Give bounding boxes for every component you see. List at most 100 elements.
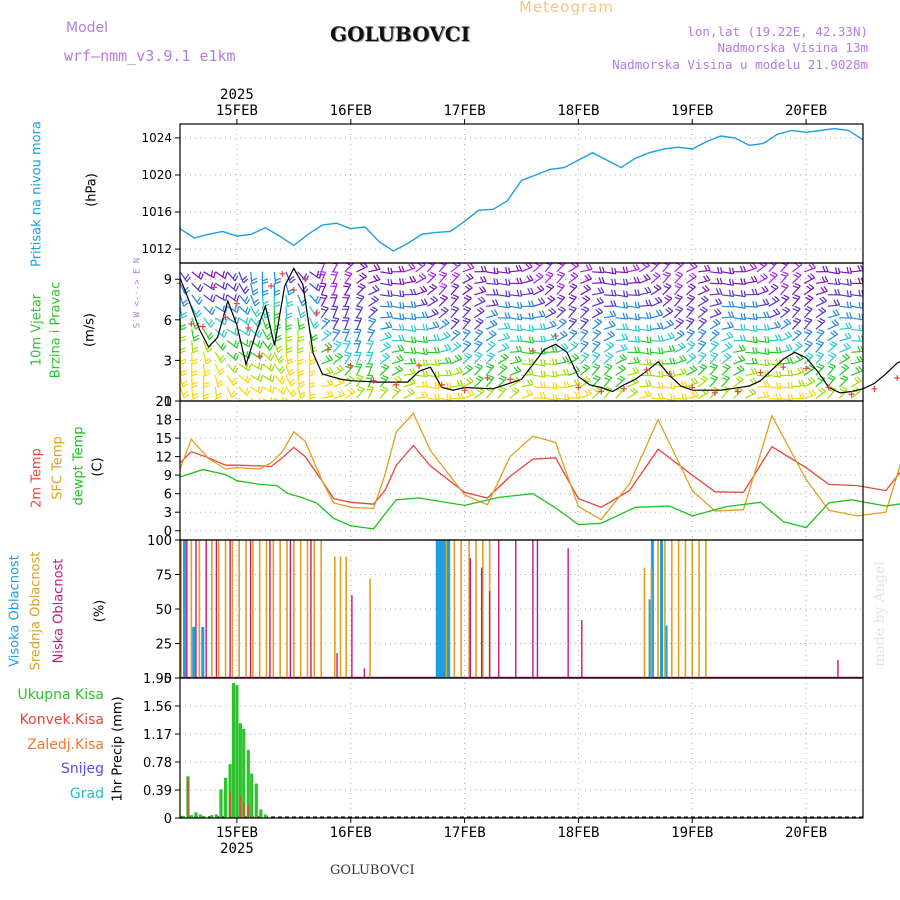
- wind-barb-feather: [216, 408, 222, 410]
- wind-barb-shaft: [226, 271, 236, 282]
- wind-barb-feather: [424, 391, 428, 398]
- wind-barb-feather: [822, 296, 828, 302]
- wind-barb-shaft: [450, 332, 461, 342]
- wind-barb-feather: [576, 378, 581, 385]
- wind-barb-shaft: [462, 343, 472, 353]
- wind-barb-shaft: [308, 317, 316, 329]
- wind-barb-feather: [452, 305, 459, 310]
- wind-barb-feather: [781, 296, 788, 301]
- wind-barb-feather: [654, 271, 661, 277]
- wind-barb-feather: [320, 308, 327, 312]
- cloud-bar-2: [249, 540, 252, 678]
- wind-barb-feather: [382, 354, 388, 359]
- wind-barb-feather: [625, 312, 629, 320]
- wind-barb-feather: [681, 393, 685, 400]
- wind-barb-shaft: [745, 317, 758, 321]
- wind-barb-shaft: [380, 316, 393, 319]
- wind-gust-marker: [438, 381, 445, 388]
- legend-freezing-rain: Zaledj.Kisa: [27, 737, 104, 753]
- wind-barb-feather: [648, 299, 652, 306]
- wind-barb-feather: [480, 276, 484, 283]
- wind-barb-shaft: [426, 286, 438, 296]
- wind-barb-feather: [570, 342, 576, 348]
- wind-barb-feather: [837, 267, 841, 274]
- wind-barb-feather: [520, 313, 523, 320]
- wind-barb-shaft: [497, 388, 507, 399]
- wind-barb-feather: [462, 308, 469, 312]
- cloud-bar-0: [447, 540, 451, 678]
- wind-barb-feather: [804, 342, 811, 347]
- temp-line-2: [179, 468, 900, 530]
- wind-barb-feather: [676, 331, 683, 337]
- precip-ytick-label: 1.95: [143, 672, 172, 687]
- wind-barb-feather: [646, 358, 649, 366]
- wind-barb-shaft: [356, 275, 367, 284]
- wind-barb-shaft: [214, 271, 226, 280]
- wind-barb-feather: [325, 355, 331, 362]
- wind-barb-feather: [500, 386, 507, 390]
- wind-barb-feather: [749, 378, 755, 385]
- wind-barb-shaft: [851, 269, 863, 273]
- wind-barb-feather: [321, 294, 328, 297]
- wind-barb-feather: [792, 319, 799, 324]
- wind-barb-shaft: [851, 350, 863, 353]
- wind-barb-feather: [844, 333, 849, 339]
- wind-barb-feather: [770, 285, 777, 290]
- wind-barb-feather: [614, 267, 617, 274]
- wind-barb-shaft: [768, 274, 778, 284]
- wind-barb-feather: [429, 285, 435, 290]
- wind-barb-feather: [557, 308, 564, 313]
- wind-barb-feather: [830, 352, 837, 356]
- wind-barb-shaft: [367, 341, 375, 353]
- wind-barb-feather: [489, 340, 496, 346]
- wind-barb-feather: [479, 306, 485, 312]
- wind-barb-feather: [420, 299, 425, 305]
- wind-barb-feather: [726, 322, 732, 328]
- wind-barb-feather: [203, 384, 210, 388]
- precip-bar-0: [198, 814, 203, 818]
- wind-barb-shaft: [203, 317, 212, 328]
- wind-barb-feather: [693, 377, 699, 384]
- wind-gust-marker: [871, 385, 878, 392]
- wind-barb-shaft: [250, 271, 253, 284]
- wind-barb-shaft: [639, 291, 652, 296]
- wind-barb-shaft: [226, 374, 234, 386]
- wind-barb-feather: [621, 333, 626, 340]
- wind-barb-feather: [412, 367, 417, 374]
- wind-barb-feather: [780, 273, 787, 277]
- wind-barb-feather: [785, 318, 792, 324]
- wind-barb-feather: [700, 340, 707, 344]
- legend-convective-rain: Konvek.Kisa: [19, 712, 104, 728]
- wind-barb-shaft: [580, 393, 592, 399]
- wind-barb-feather: [546, 285, 552, 290]
- wind-barb-feather: [729, 321, 734, 328]
- wind-barb-feather: [504, 312, 508, 319]
- wind-barb-shaft: [521, 266, 533, 273]
- wind-barb-feather: [583, 285, 589, 291]
- wind-barb-feather: [722, 365, 729, 370]
- wind-barb-shaft: [674, 346, 686, 353]
- wind-barb-feather: [297, 350, 304, 354]
- wind-barb-shaft: [627, 328, 640, 332]
- wind-barb-feather: [624, 333, 629, 340]
- wind-barb-feather: [373, 295, 379, 301]
- wind-barb-shaft: [332, 283, 338, 296]
- wind-barb-feather: [557, 296, 564, 301]
- wind-barb-shaft: [214, 386, 218, 399]
- wind-barb-shaft: [851, 340, 863, 342]
- wind-barb-shaft: [285, 363, 290, 376]
- wind-barb-feather: [568, 319, 575, 324]
- wind-barb-feather: [807, 352, 814, 357]
- wind-barb-shaft: [768, 363, 781, 366]
- wind-barb-shaft: [391, 328, 404, 331]
- cloud-bar-1: [698, 540, 700, 678]
- wind-barb-shaft: [427, 386, 440, 390]
- cloud-bar-2: [536, 540, 539, 678]
- wind-barb-shaft: [756, 396, 769, 399]
- wind-barb-feather: [699, 365, 705, 370]
- wind-barb-feather: [367, 340, 374, 343]
- wind-barb-feather: [322, 305, 329, 309]
- wind-gust-marker: [188, 320, 195, 327]
- wind-barb-feather: [384, 352, 391, 358]
- wind-barb-shaft: [320, 333, 332, 342]
